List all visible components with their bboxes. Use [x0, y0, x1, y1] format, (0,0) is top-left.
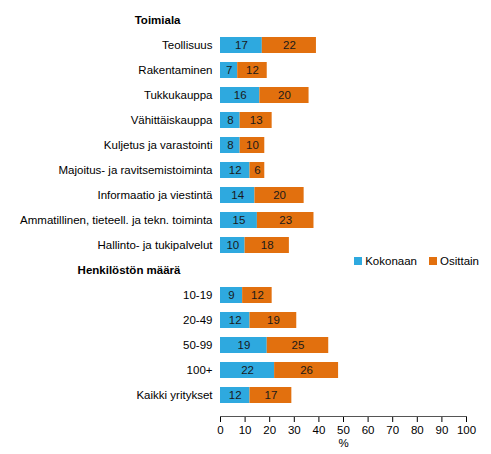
svg-text:Majoitus- ja ravitsemistoimint: Majoitus- ja ravitsemistoiminta: [58, 164, 213, 176]
svg-text:14: 14: [231, 189, 244, 201]
svg-text:22: 22: [283, 39, 296, 51]
svg-text:20: 20: [263, 424, 276, 436]
svg-text:19: 19: [267, 314, 280, 326]
svg-text:17: 17: [265, 389, 278, 401]
svg-text:8: 8: [227, 114, 233, 126]
svg-text:20-49: 20-49: [183, 314, 212, 326]
svg-text:60: 60: [362, 424, 375, 436]
svg-text:Vähittäiskauppa: Vähittäiskauppa: [131, 114, 213, 126]
svg-text:20: 20: [273, 189, 286, 201]
svg-text:8: 8: [227, 139, 233, 151]
svg-text:12: 12: [229, 389, 242, 401]
svg-text:10: 10: [226, 239, 239, 251]
svg-text:%: %: [338, 437, 348, 449]
svg-text:10: 10: [239, 424, 252, 436]
svg-text:Kuljetus ja varastointi: Kuljetus ja varastointi: [104, 139, 213, 151]
svg-text:Tukkukauppa: Tukkukauppa: [144, 89, 213, 101]
svg-text:12: 12: [246, 64, 259, 76]
svg-text:100: 100: [457, 424, 476, 436]
svg-text:17: 17: [235, 39, 248, 51]
svg-text:15: 15: [233, 214, 246, 226]
svg-text:12: 12: [229, 314, 242, 326]
svg-text:26: 26: [300, 364, 313, 376]
svg-text:80: 80: [411, 424, 424, 436]
svg-text:19: 19: [237, 339, 250, 351]
svg-text:Henkilöstön määrä: Henkilöstön määrä: [78, 264, 181, 276]
svg-text:50-99: 50-99: [183, 339, 212, 351]
svg-text:25: 25: [292, 339, 305, 351]
svg-text:70: 70: [386, 424, 399, 436]
svg-text:7: 7: [226, 64, 232, 76]
svg-text:Informaatio ja viestintä: Informaatio ja viestintä: [97, 189, 213, 201]
svg-text:100+: 100+: [187, 364, 213, 376]
svg-text:23: 23: [279, 214, 292, 226]
svg-text:10: 10: [246, 139, 259, 151]
html-text:Osittain: Osittain: [440, 255, 479, 267]
svg-text:40: 40: [313, 424, 326, 436]
svg-text:12: 12: [229, 164, 242, 176]
svg-text:Teollisuus: Teollisuus: [162, 39, 213, 51]
svg-text:13: 13: [250, 114, 263, 126]
svg-text:10-19: 10-19: [183, 289, 212, 301]
html-text:Kokonaan: Kokonaan: [365, 255, 417, 267]
svg-text:12: 12: [251, 289, 264, 301]
svg-text:20: 20: [278, 89, 291, 101]
svg-text:90: 90: [436, 424, 449, 436]
svg-text:Toimiala: Toimiala: [135, 14, 181, 26]
svg-text:16: 16: [234, 89, 247, 101]
svg-text:50: 50: [337, 424, 350, 436]
svg-text:22: 22: [241, 364, 254, 376]
svg-text:0: 0: [217, 424, 223, 436]
svg-text:Kaikki yritykset: Kaikki yritykset: [136, 389, 213, 401]
svg-text:30: 30: [288, 424, 301, 436]
svg-text:Hallinto- ja tukipalvelut: Hallinto- ja tukipalvelut: [97, 239, 213, 251]
svg-text:Rakentaminen: Rakentaminen: [138, 64, 212, 76]
svg-text:Ammatillinen, tieteell. ja tek: Ammatillinen, tieteell. ja tekn. toimint…: [20, 214, 213, 226]
svg-text:6: 6: [254, 164, 260, 176]
svg-text:9: 9: [228, 289, 234, 301]
svg-text:18: 18: [261, 239, 274, 251]
